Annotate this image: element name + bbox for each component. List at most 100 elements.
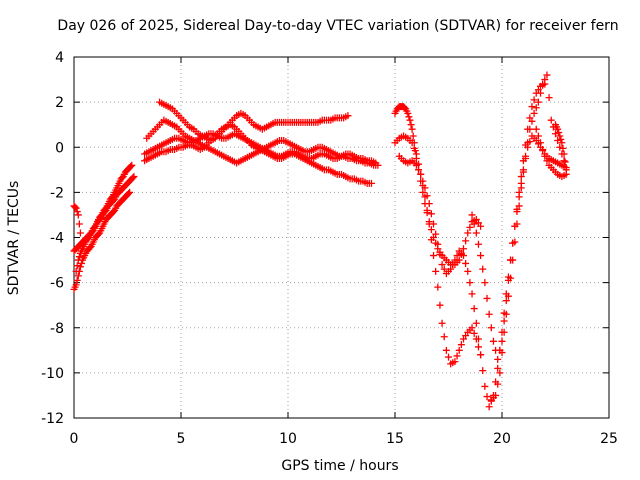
data-point <box>125 190 133 198</box>
data-point <box>554 125 562 133</box>
data-series <box>70 71 570 411</box>
data-point <box>412 161 420 169</box>
y-tick-label: 0 <box>55 140 64 156</box>
data-point <box>555 129 563 137</box>
data-point <box>421 184 429 192</box>
data-point <box>410 144 418 152</box>
x-tick-label: 5 <box>177 431 186 447</box>
data-point <box>474 240 482 248</box>
data-point <box>485 310 493 318</box>
y-tick-label: 4 <box>55 50 64 66</box>
data-point <box>477 252 485 260</box>
data-point <box>562 170 570 178</box>
data-point <box>75 253 83 261</box>
data-point <box>483 393 491 401</box>
data-point <box>530 109 538 117</box>
data-point <box>560 150 568 158</box>
data-point <box>440 265 448 273</box>
data-point <box>477 222 485 230</box>
y-axis: -12 -10 -8 -6 -4 -2 0 2 4 <box>41 50 609 427</box>
data-point <box>532 125 540 133</box>
data-point <box>517 173 525 181</box>
data-point <box>451 256 459 264</box>
data-point <box>494 380 502 388</box>
data-point <box>415 166 423 174</box>
data-point <box>462 237 470 245</box>
data-point <box>556 132 564 140</box>
data-point <box>73 262 81 270</box>
data-point <box>451 358 459 366</box>
data-point <box>434 240 442 248</box>
x-tick-label: 0 <box>70 431 79 447</box>
data-point <box>419 188 427 196</box>
data-point <box>532 104 540 112</box>
data-point <box>474 343 482 351</box>
data-point <box>561 158 569 166</box>
data-point <box>513 208 521 216</box>
data-point <box>425 200 433 208</box>
series-arc-14 <box>552 121 570 174</box>
data-point <box>489 337 497 345</box>
data-point <box>479 367 487 375</box>
data-point <box>430 252 438 260</box>
data-point <box>127 162 135 170</box>
data-point <box>534 132 542 140</box>
series-arc-15 <box>532 125 570 181</box>
data-point <box>470 329 478 337</box>
data-point <box>440 333 448 341</box>
data-point <box>545 94 553 102</box>
data-point <box>543 157 551 165</box>
data-point <box>507 274 515 282</box>
data-point <box>129 174 137 182</box>
series-arc-7 <box>143 116 382 169</box>
data-point <box>513 220 521 228</box>
data-point <box>539 146 547 154</box>
data-point <box>530 96 538 104</box>
data-point <box>408 139 416 147</box>
data-point <box>554 136 562 144</box>
y-tick-label: -2 <box>50 185 64 201</box>
data-point <box>528 103 536 111</box>
y-tick-label: -12 <box>41 411 64 427</box>
data-point <box>427 236 435 244</box>
y-tick-label: 2 <box>55 95 64 111</box>
series-arc-3 <box>72 173 138 275</box>
data-point <box>405 113 413 121</box>
data-point <box>515 193 523 201</box>
data-point <box>557 135 565 143</box>
series-arc-1 <box>70 161 136 255</box>
data-point <box>515 202 523 210</box>
data-point <box>472 319 480 327</box>
data-point <box>498 337 506 345</box>
data-point <box>556 143 564 151</box>
data-point <box>481 279 489 287</box>
data-point <box>459 252 467 260</box>
data-point <box>468 211 476 219</box>
data-point <box>537 139 545 147</box>
data-point <box>128 161 136 169</box>
data-point <box>457 341 465 349</box>
data-point <box>407 121 415 129</box>
y-tick-label: -6 <box>50 276 64 292</box>
data-point <box>470 220 478 228</box>
data-point <box>406 116 414 124</box>
data-point <box>502 297 510 305</box>
series-arc-13 <box>487 71 568 404</box>
data-point <box>74 272 82 280</box>
data-point <box>74 211 82 219</box>
data-point <box>423 206 431 214</box>
data-point <box>77 259 85 267</box>
y-tick-label: -10 <box>41 366 64 382</box>
data-point <box>547 116 555 124</box>
data-point <box>539 80 547 88</box>
data-point <box>453 352 461 360</box>
data-point <box>485 403 493 411</box>
data-point <box>511 238 519 246</box>
data-point <box>427 210 435 218</box>
data-point <box>438 319 446 327</box>
data-point <box>408 125 416 133</box>
data-point <box>559 144 567 152</box>
data-point <box>504 292 512 300</box>
data-point <box>492 391 500 399</box>
